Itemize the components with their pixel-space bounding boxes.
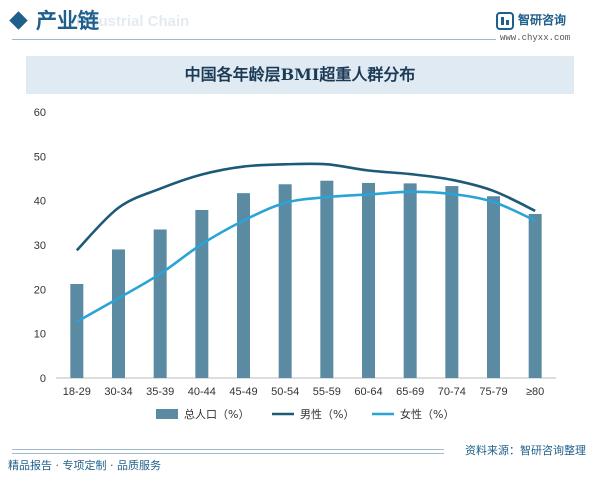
bar — [445, 186, 459, 378]
bar — [403, 183, 417, 378]
section-title: 产业链 — [36, 9, 99, 33]
y-tick-label: 60 — [34, 107, 46, 119]
x-tick-label: 45-49 — [229, 386, 257, 398]
legend-label: 总人口（%） — [184, 407, 249, 421]
brand-url: www.chyxx.com — [500, 33, 571, 43]
footer-slogan: 精品报告 · 专项定制 · 品质服务 — [8, 459, 161, 472]
legend-swatch-total — [156, 409, 178, 419]
watermark-text: Industrial Chain — [76, 13, 190, 30]
bar — [195, 209, 209, 378]
bar — [153, 229, 167, 378]
legend-label: 男性（%） — [300, 407, 354, 421]
female-line — [76, 190, 536, 323]
chart-title: 中国各年龄层BMI超重人群分布 — [184, 65, 416, 84]
bar — [70, 284, 84, 378]
bar — [528, 213, 542, 378]
x-tick-label: 35-39 — [146, 386, 174, 398]
brand-icon — [496, 12, 514, 30]
bar — [487, 196, 500, 378]
header: Industrial Chain 产业链 智研咨询 www.chyxx.com — [0, 0, 600, 48]
y-tick-label: 40 — [34, 196, 46, 208]
bar — [112, 249, 125, 378]
legend-label: 女性（%） — [400, 407, 454, 421]
bar — [362, 182, 375, 378]
brand-logo: 智研咨询 www.chyxx.com — [496, 10, 586, 46]
x-tick-label: 70-74 — [438, 386, 466, 398]
x-tick-label: 18-29 — [63, 386, 91, 398]
y-tick-label: 10 — [34, 329, 46, 341]
x-tick-label: 60-64 — [354, 386, 382, 398]
y-tick-label: 20 — [34, 284, 46, 296]
brand-name: 智研咨询 — [518, 13, 567, 27]
bar — [237, 193, 250, 378]
y-tick-label: 50 — [34, 151, 46, 163]
footer-divider-2 — [12, 453, 444, 454]
y-tick-label: 0 — [40, 373, 46, 385]
x-tick-label: 55-59 — [313, 386, 341, 398]
chart-title-band: 中国各年龄层BMI超重人群分布 — [26, 56, 574, 94]
chart: 0 10 20 30 40 50 60 18-29 30-34 35-39 40-44 45-49 50… — [34, 107, 556, 421]
x-tick-label: ≥80 — [526, 386, 544, 398]
y-tick-label: 30 — [34, 240, 46, 252]
bar — [278, 184, 292, 378]
male-line — [75, 162, 536, 252]
diamond-icon — [9, 11, 28, 30]
source-note: 资料来源：智研咨询整理 — [465, 444, 586, 457]
bar — [320, 180, 334, 378]
x-tick-label: 65-69 — [396, 386, 424, 398]
x-tick-label: 40-44 — [188, 386, 216, 398]
header-divider — [12, 39, 496, 40]
x-tick-label: 50-54 — [271, 386, 299, 398]
x-tick-label: 75-79 — [479, 386, 507, 398]
footer-divider — [12, 449, 444, 450]
x-tick-label: 30-34 — [104, 386, 132, 398]
